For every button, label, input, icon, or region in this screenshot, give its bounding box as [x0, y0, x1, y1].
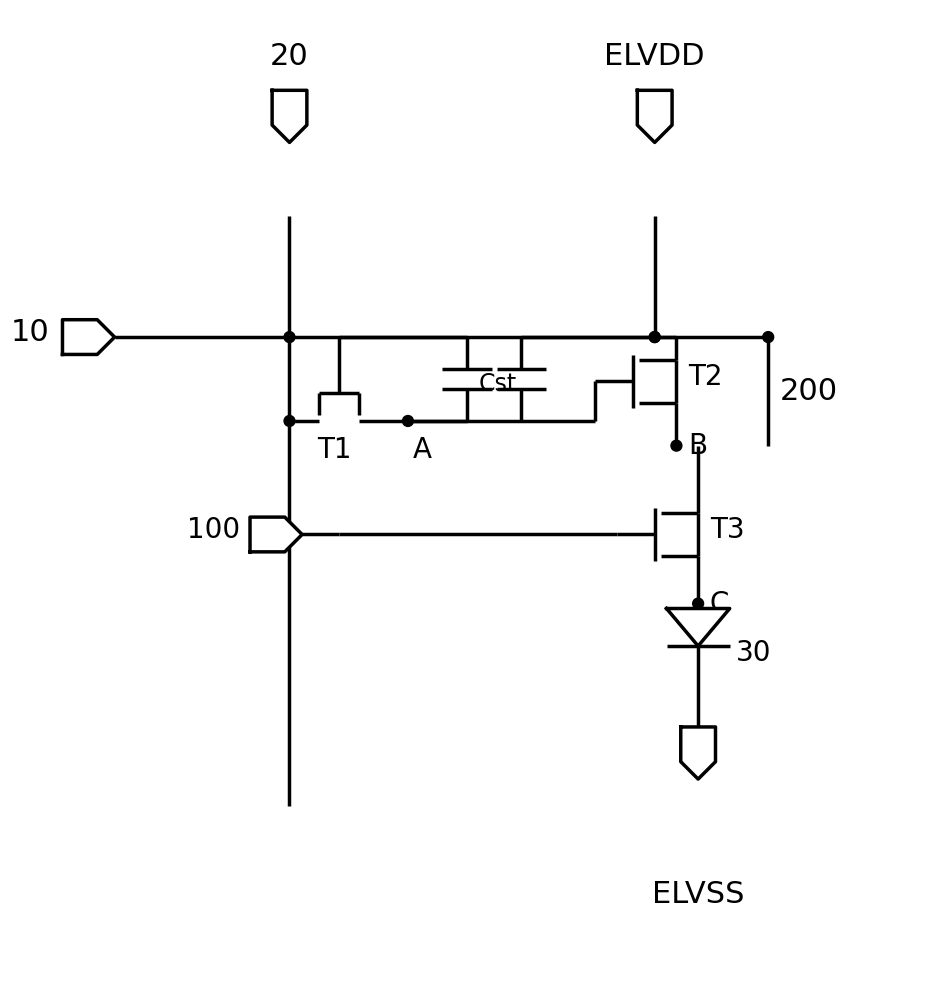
Circle shape: [648, 332, 660, 343]
Text: B: B: [687, 432, 706, 459]
Circle shape: [284, 332, 294, 343]
Text: 30: 30: [735, 639, 770, 667]
Circle shape: [402, 416, 413, 427]
Polygon shape: [272, 90, 307, 143]
Text: Cst: Cst: [479, 372, 517, 396]
Text: A: A: [412, 436, 431, 463]
Polygon shape: [680, 727, 715, 779]
Circle shape: [648, 332, 660, 343]
Circle shape: [284, 416, 294, 427]
Text: ELVDD: ELVDD: [604, 42, 704, 70]
Circle shape: [692, 598, 703, 609]
Polygon shape: [249, 517, 302, 551]
Text: C: C: [709, 590, 728, 618]
Text: 200: 200: [780, 377, 838, 406]
Polygon shape: [63, 320, 114, 354]
Circle shape: [670, 441, 681, 451]
Text: 100: 100: [187, 516, 240, 544]
Text: 20: 20: [269, 42, 308, 70]
Circle shape: [762, 332, 773, 343]
Text: T2: T2: [687, 362, 722, 391]
Text: ELVSS: ELVSS: [651, 880, 744, 909]
Text: T1: T1: [316, 436, 350, 463]
Polygon shape: [637, 90, 671, 143]
Text: 10: 10: [10, 318, 50, 346]
Polygon shape: [665, 609, 729, 646]
Text: T3: T3: [709, 516, 744, 544]
